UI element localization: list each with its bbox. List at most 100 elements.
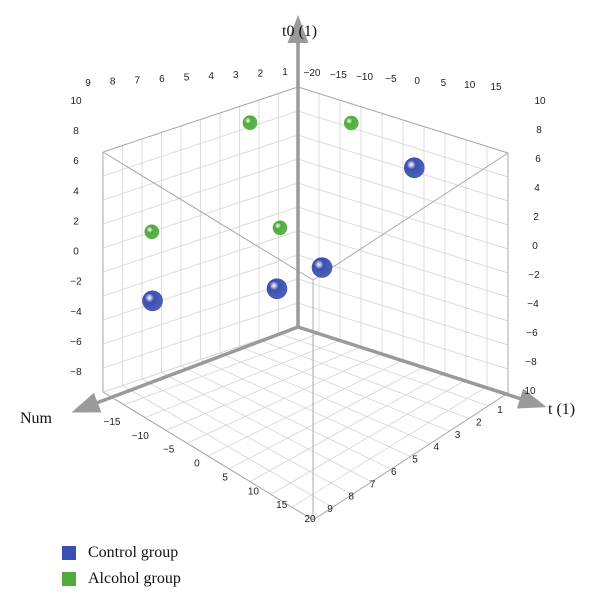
tick-label-right-front: 4 [433, 442, 439, 453]
grid-line [207, 359, 404, 457]
alcohol-group-point [272, 220, 288, 236]
tick-labels: 1086420−2−4−6−81086420−2−4−6−810−15−10−5… [70, 67, 546, 525]
tick-label-top-back: 8 [110, 77, 116, 88]
legend-item-alcohol: Alcohol group [62, 566, 181, 592]
tick-label-left-wall: 2 [73, 216, 79, 227]
tick-label-right-wall: 0 [532, 241, 538, 252]
grid-line [102, 158, 299, 225]
right-axis-label: t (1) [548, 401, 575, 418]
tick-label-right-wall: 4 [534, 183, 540, 194]
tick-label-left-front: 0 [194, 459, 200, 470]
tick-label-right-wall: −2 [528, 270, 540, 281]
box-edge [312, 152, 509, 281]
grid-line [102, 134, 299, 201]
box-edge [102, 151, 314, 281]
tick-label-right-front: 3 [455, 430, 461, 441]
tick-label-left-wall: 8 [73, 126, 79, 137]
tick-label-top-back: 4 [208, 71, 214, 82]
tick-label-right-wall: 10 [534, 96, 546, 107]
box-edge [102, 86, 299, 153]
tick-label-left-front: 15 [276, 500, 288, 511]
tick-label-right-wall: 10 [524, 386, 536, 397]
alcohol-group-point [343, 115, 359, 131]
alcohol-swatch [62, 572, 76, 586]
grid-line [297, 110, 509, 178]
tick-label-top-right: −15 [330, 70, 347, 81]
tick-label-right-front: 2 [476, 417, 482, 428]
control-group-point [403, 157, 425, 178]
alcohol-group-point [144, 224, 160, 240]
grid-line [102, 182, 299, 249]
grid-line [141, 378, 353, 495]
tick-label-right-front: 7 [370, 479, 376, 490]
tick-label-left-wall: −4 [70, 307, 82, 318]
grid-line [297, 158, 509, 226]
control-group-point [142, 290, 163, 312]
tick-label-left-wall: −6 [70, 337, 82, 348]
tick-label-right-wall: −6 [526, 328, 538, 339]
axis-arrows [71, 15, 547, 413]
control-group-point [311, 257, 333, 278]
grid-line [297, 206, 509, 274]
grid-line [102, 206, 299, 273]
legend-label-control: Control group [88, 544, 179, 561]
tick-label-left-front: −5 [163, 445, 175, 456]
tick-label-left-wall: 6 [73, 156, 79, 167]
tick-label-left-front: −10 [132, 431, 149, 442]
tick-label-left-wall: 10 [70, 96, 82, 107]
grid-line [249, 372, 446, 482]
tick-label-top-back: 3 [233, 70, 239, 81]
box-edge [297, 86, 509, 154]
tick-label-top-right: 5 [441, 78, 447, 89]
control-swatch [62, 546, 76, 560]
tick-label-right-wall: 6 [535, 154, 541, 165]
box-edges [102, 86, 509, 521]
data-points [142, 115, 425, 312]
tick-label-top-back: 9 [85, 78, 91, 89]
tick-label-top-right: −10 [356, 72, 373, 83]
tick-label-top-right: 10 [464, 80, 476, 91]
grid-line [297, 134, 509, 202]
legend-label-alcohol: Alcohol group [88, 570, 181, 587]
control-group-point [266, 278, 288, 300]
tick-label-right-wall: 8 [536, 125, 542, 136]
tick-label-right-front: 5 [412, 455, 418, 466]
right-axis-arrow [297, 325, 547, 409]
tick-label-left-wall: −2 [70, 277, 82, 288]
tick-label-top-right: −20 [304, 68, 321, 79]
legend-item-control: Control group [62, 540, 181, 566]
left-axis-arrow [71, 325, 299, 413]
tick-label-left-wall: −8 [70, 367, 82, 378]
tick-label-right-front: 8 [348, 492, 354, 503]
tick-label-right-wall: −4 [527, 299, 539, 310]
left-axis-label: Num [20, 410, 53, 427]
box-edge [312, 392, 509, 521]
grid-line [180, 365, 392, 470]
tick-label-top-back: 1 [282, 67, 288, 78]
tick-label-left-wall: 4 [73, 186, 79, 197]
legend: Control group Alcohol group [62, 540, 181, 592]
tick-label-top-right: 15 [490, 82, 502, 93]
tick-label-top-right: −5 [385, 74, 397, 85]
grid-line [102, 110, 299, 177]
tick-label-left-front: 5 [222, 472, 228, 483]
tick-label-right-front: 6 [391, 467, 397, 478]
grid-line [161, 372, 372, 483]
tick-label-top-back: 7 [134, 75, 140, 86]
tick-label-top-back: 2 [258, 68, 264, 79]
vertical-axis-label: t0 (1) [282, 23, 317, 40]
tick-label-top-right: 0 [414, 76, 420, 87]
tick-label-left-front: 10 [248, 486, 260, 497]
tick-label-right-front: 1 [497, 405, 503, 416]
grid-line [228, 366, 425, 470]
tick-label-right-front: 9 [327, 504, 333, 515]
grid-line [297, 182, 509, 250]
grid-line [291, 386, 488, 508]
tick-label-top-back: 6 [159, 74, 165, 85]
tick-label-right-wall: 2 [533, 212, 539, 223]
tick-label-left-front: 20 [304, 514, 316, 525]
scatter-3d-plot: 1086420−2−4−6−81086420−2−4−6−810−15−10−5… [20, 15, 575, 525]
grid-line [270, 379, 467, 495]
tick-label-left-wall: 0 [73, 247, 79, 258]
grid-line [122, 385, 333, 508]
